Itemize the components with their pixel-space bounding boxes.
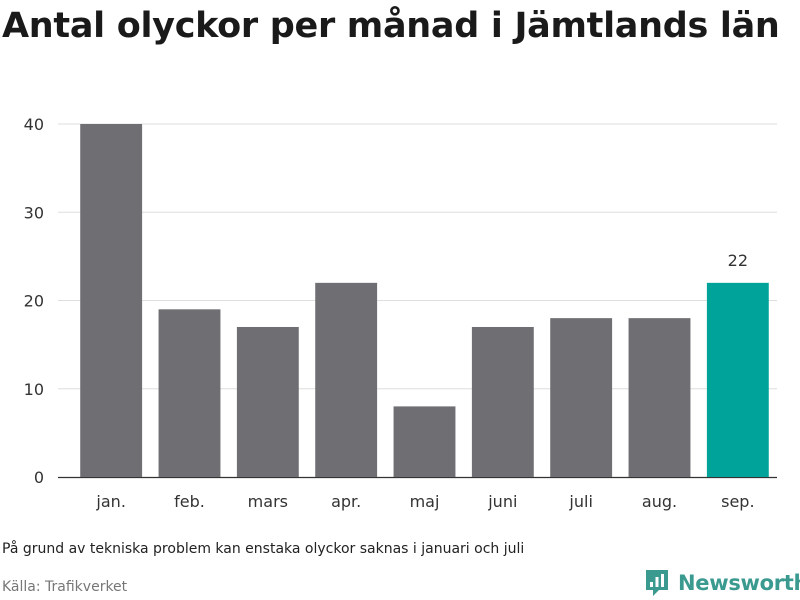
x-tick-label: feb. [174, 492, 205, 511]
y-tick-label: 0 [34, 468, 44, 487]
bars [80, 124, 769, 477]
bar-maj [393, 406, 456, 477]
y-tick-label: 40 [24, 115, 44, 134]
x-tick-label: maj [410, 492, 440, 511]
bar-feb [158, 309, 221, 477]
bar-juni [471, 326, 534, 477]
x-tick-label: jan. [95, 492, 125, 511]
x-tick-label: juni [487, 492, 517, 511]
bar-apr [315, 282, 378, 477]
brand-name: Newsworthy [678, 571, 800, 595]
chart-note: På grund av tekniska problem kan enstaka… [2, 541, 525, 557]
bar-chart: 0 10 20 30 40 jan. feb. mars apr. maj juni juli aug.… [24, 115, 777, 511]
bar-sep [706, 282, 769, 477]
bar-jan [80, 124, 143, 477]
source-text: Källa: Trafikverket [2, 579, 128, 595]
bar-aug [628, 318, 691, 477]
labels: 0 10 20 30 40 jan. feb. mars apr. maj juni juli aug.… [24, 115, 755, 511]
x-tick-label: sep. [721, 492, 754, 511]
x-tick-label: mars [248, 492, 288, 511]
y-tick-label: 30 [24, 203, 44, 222]
bar-mars [236, 326, 299, 477]
x-tick-label: aug. [642, 492, 677, 511]
brand-logo: Newsworthy [644, 568, 800, 598]
y-tick-label: 10 [24, 380, 44, 399]
chart-title: Antal olyckor per månad i Jämtlands län [2, 6, 780, 46]
bar-juli [550, 318, 613, 477]
bar-chart-logo-icon [646, 570, 668, 596]
x-tick-label: juli [568, 492, 592, 511]
x-tick-label: apr. [331, 492, 361, 511]
y-tick-label: 20 [24, 292, 44, 311]
data-label: 22 [728, 251, 748, 270]
